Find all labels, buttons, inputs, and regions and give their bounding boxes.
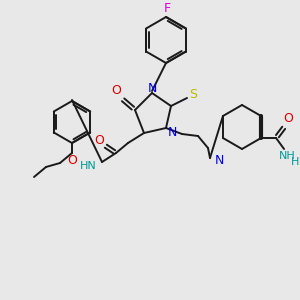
Text: F: F bbox=[164, 2, 171, 16]
Text: S: S bbox=[189, 88, 197, 100]
Text: N: N bbox=[147, 82, 157, 94]
Text: NH: NH bbox=[279, 151, 296, 161]
Text: O: O bbox=[94, 134, 104, 146]
Text: O: O bbox=[283, 112, 293, 125]
Text: N: N bbox=[167, 125, 177, 139]
Text: H: H bbox=[291, 157, 299, 167]
Text: N: N bbox=[215, 154, 224, 166]
Text: O: O bbox=[67, 154, 77, 166]
Text: HN: HN bbox=[80, 161, 97, 171]
Text: O: O bbox=[111, 85, 121, 98]
